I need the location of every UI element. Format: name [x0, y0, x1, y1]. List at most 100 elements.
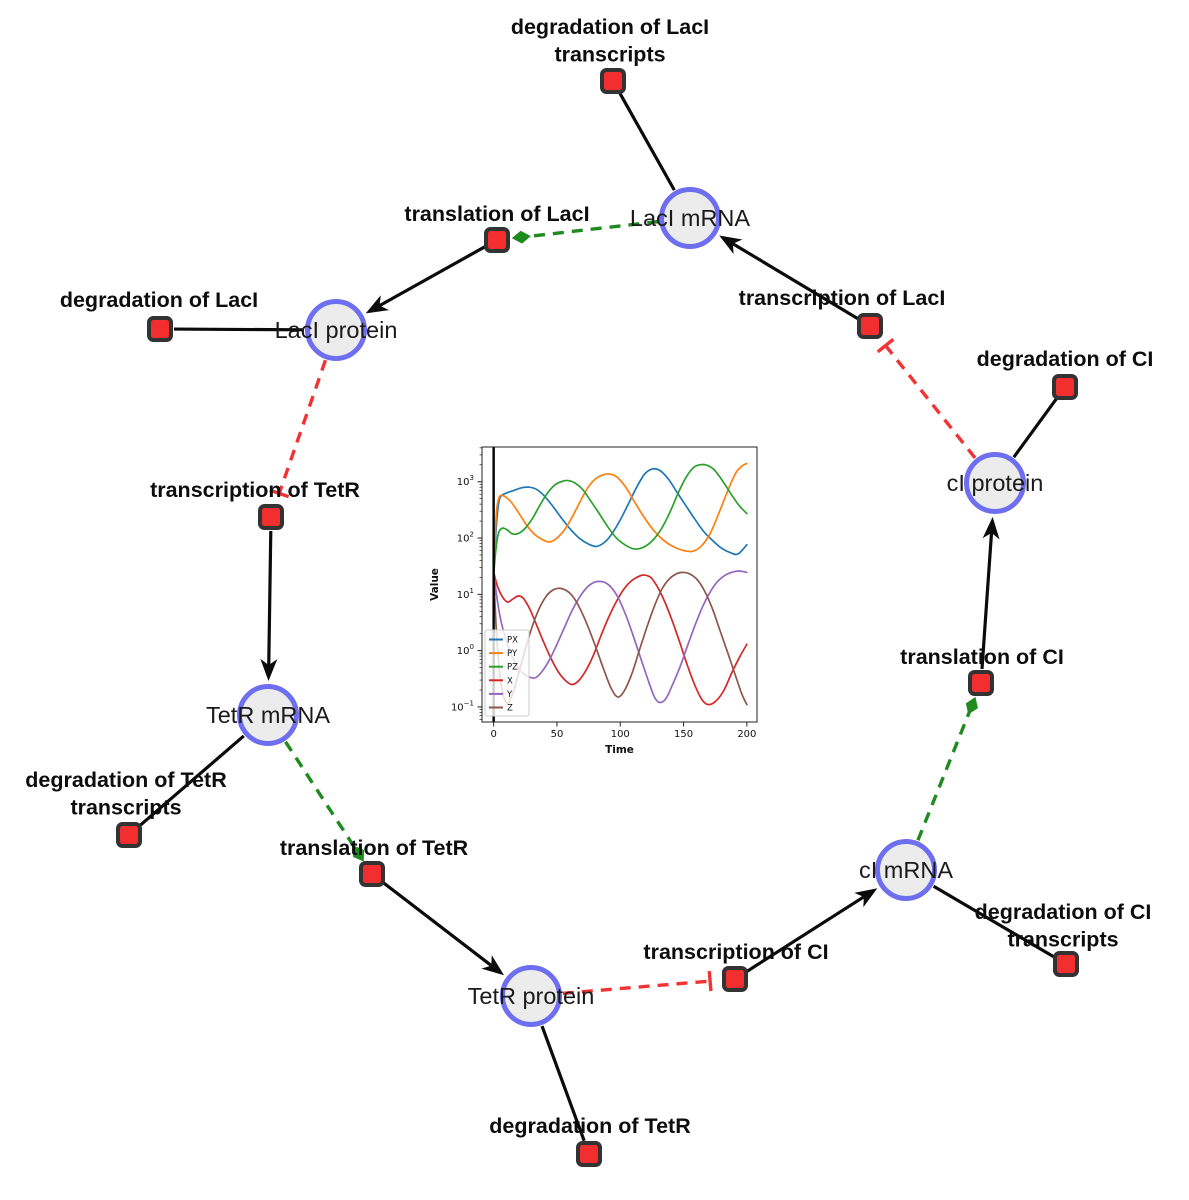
reaction-label-transl-tetr: translation of TetR — [280, 836, 469, 860]
reaction-node-deg-ci-transcripts — [1053, 951, 1079, 977]
edge-txn-tetr-tetr-mrna — [260, 530, 278, 682]
reaction-node-transl-tetr — [359, 861, 385, 887]
inhibition-bar — [269, 488, 290, 499]
catalysis-arrowhead — [965, 696, 978, 715]
reaction-label-deg-ci-transcripts-line2: transcripts — [1007, 928, 1118, 952]
edge-txn-laci-laci-mrna — [719, 235, 859, 321]
arrowhead — [365, 295, 390, 314]
species-label-tetr-mrna: TetR mRNA — [206, 702, 330, 728]
edge-ci-mrna-deg-ci-transcripts — [932, 884, 1055, 959]
y-tick-label-10e3: 103 — [457, 474, 474, 488]
reaction-label-txn-laci: transcription of LacI — [739, 286, 946, 310]
edge-ci-mrna-transl-ci — [916, 696, 978, 841]
catalysis-arrowhead — [353, 845, 365, 862]
edge-laci-protein-txn-tetr — [269, 359, 328, 499]
legend-label-PY: PY — [507, 649, 518, 659]
edge-laci-mrna-transl-laci — [511, 219, 659, 244]
x-tick-label-100: 100 — [611, 729, 630, 740]
reaction-label-deg-laci-transcripts: degradation of LacI — [511, 15, 709, 39]
edge-transl-ci-ci-protein — [980, 516, 1000, 670]
edge-txn-ci-ci-mrna — [745, 888, 878, 973]
reaction-node-txn-ci — [722, 966, 748, 992]
series-line-PX — [492, 467, 748, 576]
legend-label-Y: Y — [506, 690, 513, 700]
edge-deg-laci-transcripts-laci-mrna — [618, 92, 676, 191]
reaction-node-txn-laci — [857, 313, 883, 339]
edge-laci-protein-deg-laci — [173, 327, 305, 332]
reaction-node-deg-laci-transcripts — [600, 68, 626, 94]
arrowhead — [982, 516, 1000, 540]
timecourse-plot: PX PY PZ XYZ 10−1 100 101 102 103 0 50 100 150 200 Tim… — [425, 432, 777, 762]
arrowhead — [854, 888, 878, 908]
reaction-node-transl-laci — [484, 227, 510, 253]
x-tick-label-50: 50 — [551, 729, 564, 740]
arrowhead — [481, 955, 505, 976]
series-line-X — [492, 571, 748, 706]
reaction-node-deg-tetr — [576, 1141, 602, 1167]
species-label-tetr-protein: TetR protein — [468, 983, 595, 1009]
species-node-ci-protein — [964, 452, 1026, 514]
x-tick-label-150: 150 — [674, 729, 693, 740]
species-node-tetr-protein — [500, 965, 562, 1027]
series-line-PY — [492, 462, 748, 576]
legend-label-PX: PX — [507, 636, 518, 646]
edge-transl-tetr-tetr-protein — [382, 881, 505, 976]
legend-label-Z: Z — [507, 704, 513, 714]
y-tick-label-10e0: 100 — [457, 643, 474, 657]
edge-ci-protein-deg-ci — [1012, 397, 1059, 459]
y-tick-label-10e-1: 10−1 — [451, 699, 474, 713]
label-layer: LacI mRNA LacI protein TetR mRNA TetR prote… — [25, 15, 1153, 1138]
reaction-label-transl-laci: translation of LacI — [404, 202, 589, 226]
reaction-node-deg-laci — [147, 316, 173, 342]
species-label-laci-protein: LacI protein — [275, 317, 398, 343]
reaction-label-txn-ci: transcription of CI — [643, 940, 828, 964]
x-tick-label-200: 200 — [737, 729, 756, 740]
reaction-label-deg-tetr-transcripts-line2: transcripts — [70, 796, 181, 820]
chart-background — [425, 432, 777, 762]
plot-frame — [481, 446, 758, 723]
y-tick-label-10e2: 102 — [457, 531, 474, 545]
node-layer — [116, 68, 1079, 1167]
chart-legend: PX PY PZ XYZ — [484, 629, 530, 717]
y-tick-label-10e1: 101 — [457, 587, 474, 601]
reaction-label-deg-ci-transcripts: degradation of CI — [975, 900, 1152, 924]
species-node-tetr-mrna — [237, 684, 299, 746]
reaction-node-deg-tetr-transcripts — [116, 822, 142, 848]
species-label-ci-protein: cI protein — [947, 470, 1044, 496]
reaction-label-txn-tetr: transcription of TetR — [150, 478, 360, 502]
edge-ci-protein-txn-laci — [876, 337, 977, 460]
reaction-label-transl-ci: translation of CI — [900, 645, 1064, 669]
reaction-label-deg-ci: degradation of CI — [977, 347, 1154, 371]
species-label-laci-mrna: LacI mRNA — [630, 205, 750, 231]
reaction-node-txn-tetr — [258, 504, 284, 530]
arrowhead — [719, 235, 743, 255]
reaction-node-deg-ci — [1052, 374, 1078, 400]
edge-tetr-mrna-deg-tetr-transcripts — [138, 734, 245, 828]
y-axis-label: Value — [429, 568, 441, 601]
edge-transl-laci-laci-protein — [365, 245, 486, 314]
species-node-ci-mrna — [875, 839, 937, 901]
inhibition-bar — [876, 337, 895, 354]
species-label-ci-mrna: cI mRNA — [859, 857, 953, 883]
reaction-label-deg-tetr: degradation of TetR — [489, 1114, 691, 1138]
catalysis-arrowhead — [511, 230, 531, 244]
legend-label-PZ: PZ — [507, 663, 518, 673]
edge-tetr-protein-txn-ci — [562, 970, 713, 996]
reaction-label-deg-laci-transcripts-line2: transcripts — [554, 43, 665, 67]
x-axis-label: Time — [605, 744, 634, 756]
legend-label-X: X — [507, 676, 513, 686]
edge-tetr-mrna-transl-tetr — [284, 740, 365, 862]
arrowhead — [260, 658, 278, 682]
reaction-node-transl-ci — [968, 670, 994, 696]
reaction-label-deg-laci: degradation of LacI — [60, 288, 258, 312]
reaction-label-deg-tetr-transcripts: degradation of TetR — [25, 768, 227, 792]
series-line-PZ — [492, 463, 748, 576]
species-node-laci-mrna — [659, 187, 721, 249]
edge-tetr-protein-deg-tetr — [540, 1025, 586, 1142]
species-node-laci-protein — [305, 299, 367, 361]
inhibition-bar — [707, 970, 713, 992]
x-tick-label-0: 0 — [490, 729, 496, 740]
edge-layer — [138, 92, 1059, 1142]
